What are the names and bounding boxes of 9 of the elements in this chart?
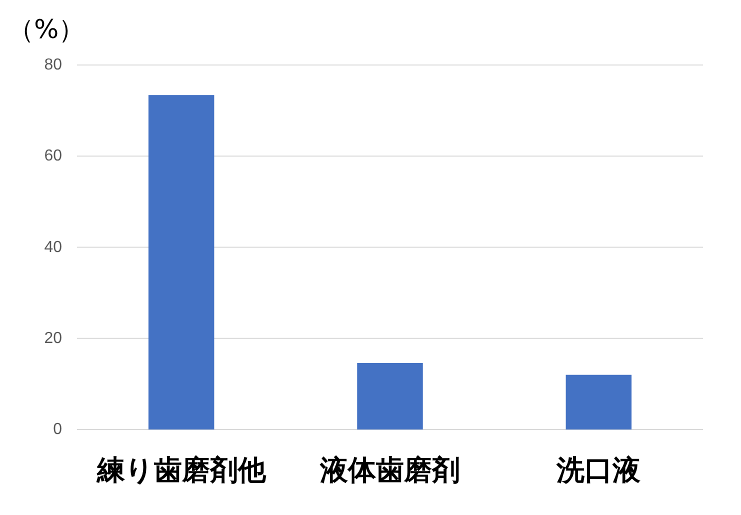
x-tick-label: 練り歯磨剤他 (96, 454, 266, 486)
x-tick-label: 洗口液 (556, 454, 641, 486)
y-tick-label: 60 (44, 148, 62, 165)
y-tick-label: 80 (44, 56, 62, 74)
y-tick-label: 0 (53, 421, 62, 438)
y-axis-title: （%） (8, 15, 85, 45)
y-tick-label: 40 (44, 238, 62, 256)
y-tick-label: 20 (44, 330, 62, 347)
x-tick-label: 液体歯磨剤 (320, 454, 460, 486)
